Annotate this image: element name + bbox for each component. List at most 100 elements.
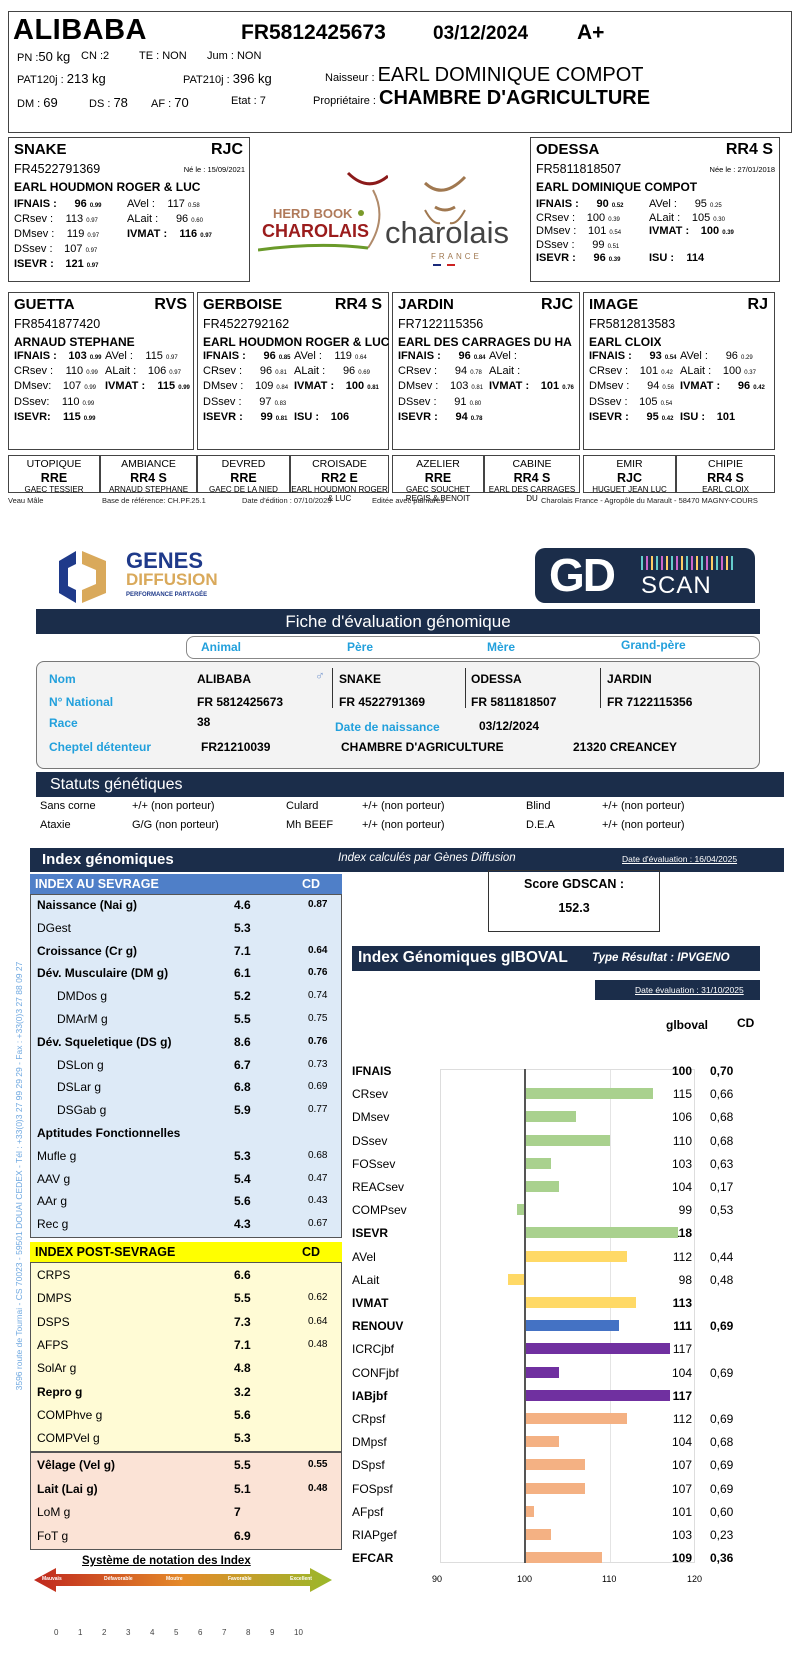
card-code: RJC	[540, 296, 573, 313]
card-name: SNAKE	[14, 141, 67, 158]
index-row: DSsev: 110 0.99	[14, 395, 95, 408]
notation-tick: 10	[294, 1628, 303, 1637]
index-row: ISEVR :96 0.39	[536, 252, 621, 264]
index-sevrage-panel	[30, 894, 342, 1238]
index-row: AVel :	[489, 350, 517, 362]
status-value: G/G (non porteur)	[132, 819, 219, 831]
index-row: DSsev :97 0.83	[203, 395, 287, 408]
index-row: IFNAIS :93 0.54	[589, 350, 677, 362]
index-row: DGest 5.3	[37, 920, 251, 935]
card-id: FR5812813583	[589, 317, 676, 331]
animal-grade: A+	[577, 21, 605, 44]
card-code: RJ	[747, 296, 768, 313]
giboval-row: AFpsf 101 0,60	[352, 1504, 734, 1519]
status-value: +/+ (non porteur)	[362, 800, 445, 812]
baseline-100	[524, 1069, 526, 1563]
index-row: IVMAT :115 0.99	[105, 380, 190, 393]
etat-field: Etat : 7	[231, 95, 266, 107]
giboval-bar	[516, 1204, 525, 1216]
status-value: +/+ (non porteur)	[362, 819, 445, 831]
giboval-row: REACsev 104 0,17	[352, 1180, 734, 1194]
giboval-row: CRsev 115 0,66	[352, 1087, 734, 1102]
giboval-row: RENOUV 111 0,69	[352, 1319, 734, 1334]
glboval-column-header: glboval	[666, 1018, 709, 1032]
index-row: CRsev :96 0.81	[203, 365, 287, 378]
giboval-row: ICRCjbf 117	[352, 1342, 692, 1357]
flag-red-icon	[447, 264, 455, 266]
col-grand-pere: Grand-père	[621, 638, 686, 652]
fiche-identity-panel: Nom N° National Race Cheptel détenteur A…	[36, 661, 760, 769]
animal-national-id: FR5812425673	[241, 21, 386, 44]
index-row: CRsev :94 0.78	[398, 365, 482, 378]
giboval-bar	[525, 1227, 678, 1239]
pn-field: PN :50 kg	[17, 49, 71, 64]
index-row: ISU :106	[294, 410, 350, 423]
card-name: ODESSA	[536, 141, 600, 158]
index-row: ISEVR: 115 0.99	[14, 410, 96, 423]
index-row: ALait :96 0.60	[127, 213, 203, 225]
giboval-bar	[525, 1157, 551, 1169]
index-row: ALait :106 0.97	[105, 365, 181, 378]
gridline	[525, 1070, 526, 1562]
index-row: FoT g 6.9	[37, 1528, 251, 1543]
index-row: AVel :119 0.64	[294, 350, 367, 362]
index-row: CRPS 6.6	[37, 1268, 251, 1282]
footer-sex: Veau Mâle	[8, 496, 44, 505]
notation-arrow: Mauvais Défavorable Moutre Favorable Excelle…	[34, 1568, 332, 1592]
giboval-row: AVel 112 0,44	[352, 1249, 734, 1264]
giboval-bar	[525, 1389, 670, 1401]
index-row: Dév. Squeletique (DS g) 8.6 0.76	[37, 1034, 328, 1049]
index-row: CRsev :101 0.42	[589, 365, 673, 378]
gdscan-logo: GD SCAN	[535, 548, 755, 603]
giboval-row: IFNAIS 100 0,70	[352, 1064, 734, 1078]
index-row	[294, 396, 324, 408]
card-name: IMAGE	[589, 296, 639, 313]
index-row: SolAr g 4.8	[37, 1361, 251, 1376]
giboval-bar	[525, 1413, 627, 1424]
card-owner: EARL HOUDMON ROGER & LUC	[14, 180, 201, 194]
index-row: ISU :114	[649, 252, 705, 264]
fiche-columns-header: Animal Père Mère Grand-père	[186, 636, 760, 659]
notation-tick: 1	[78, 1628, 83, 1637]
card-id: FR7122115356	[398, 317, 484, 331]
x-tick-label: 110	[602, 1574, 617, 1584]
status-label: Culard	[286, 800, 319, 812]
great-grandparent-cell: DEVRED RRE GAEC DE LA NIED	[197, 455, 290, 494]
card-name: JARDIN	[398, 296, 454, 313]
giboval-row: IVMAT 113	[352, 1296, 692, 1310]
index-row: ISEVR :95 0.42	[589, 410, 674, 423]
giboval-bar	[525, 1181, 559, 1192]
giboval-bar	[525, 1343, 670, 1355]
index-row: Repro g 3.2	[37, 1384, 251, 1399]
index-row: DMDos g 5.2 0.74	[57, 989, 328, 1004]
index-post-sevrage-header: INDEX POST-SEVRAGE CD	[30, 1242, 342, 1262]
dm-field: DM : 69	[17, 95, 58, 110]
animal-birth-date: 03/12/2024	[433, 23, 529, 44]
giboval-row: DMsev 106 0,68	[352, 1110, 734, 1125]
card-owner: EARL DES CARRAGES DU HA	[398, 335, 572, 349]
index-maternal-panel	[30, 1452, 342, 1550]
bull-head-icon	[423, 175, 467, 225]
herdbook-charolais-logo: HERD BOOK CHAROLAIS	[258, 168, 388, 258]
herdbook-swoosh-icon	[258, 171, 388, 252]
index-row: DMPS 5.5 0.62	[37, 1291, 328, 1306]
index-row: Dév. Musculaire (DM g) 6.1 0.76	[37, 966, 328, 981]
col-pere: Père	[347, 640, 374, 654]
index-row: Lait (Lai g) 5.1 0.48	[37, 1481, 328, 1496]
great-grandparent-cell: CHIPIE RR4 S EARL CLOIX	[676, 455, 775, 494]
giboval-row: DSpsf 107 0,69	[352, 1458, 734, 1473]
index-row: IVMAT :100 0.39	[649, 225, 734, 237]
card-id: FR8541877420	[14, 317, 101, 331]
statuts-title-bar: Statuts génétiques	[36, 772, 784, 797]
animal-name: ALIBABA	[197, 672, 251, 686]
giboval-row: FOSpsf 107 0,69	[352, 1481, 734, 1496]
great-grandparent-cell: EMIR RJC HUGUET JEAN LUC	[583, 455, 676, 494]
index-row: CRsev :110 0.99	[14, 365, 98, 378]
index-row: Croissance (Cr g) 7.1 0.64	[37, 943, 328, 958]
index-row: DMsev :109 0.84	[203, 380, 289, 393]
notation-label: Moutre	[166, 1576, 183, 1582]
card-id: FR4522791369	[14, 162, 101, 176]
index-row: ALait :96 0.69	[294, 365, 370, 378]
index-row: ISU :101	[680, 410, 736, 423]
index-row: DSsev :105 0.54	[589, 395, 673, 408]
